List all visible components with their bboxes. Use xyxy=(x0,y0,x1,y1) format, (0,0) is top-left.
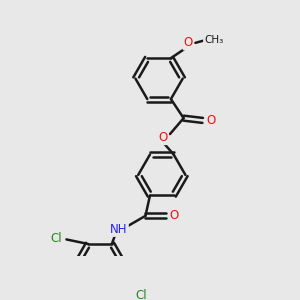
Text: CH₃: CH₃ xyxy=(204,35,223,45)
Text: Cl: Cl xyxy=(51,232,62,245)
Text: O: O xyxy=(184,36,193,49)
Text: O: O xyxy=(206,114,215,127)
Text: Cl: Cl xyxy=(135,289,147,300)
Text: NH: NH xyxy=(110,223,128,236)
Text: O: O xyxy=(158,131,167,144)
Text: O: O xyxy=(169,209,179,222)
